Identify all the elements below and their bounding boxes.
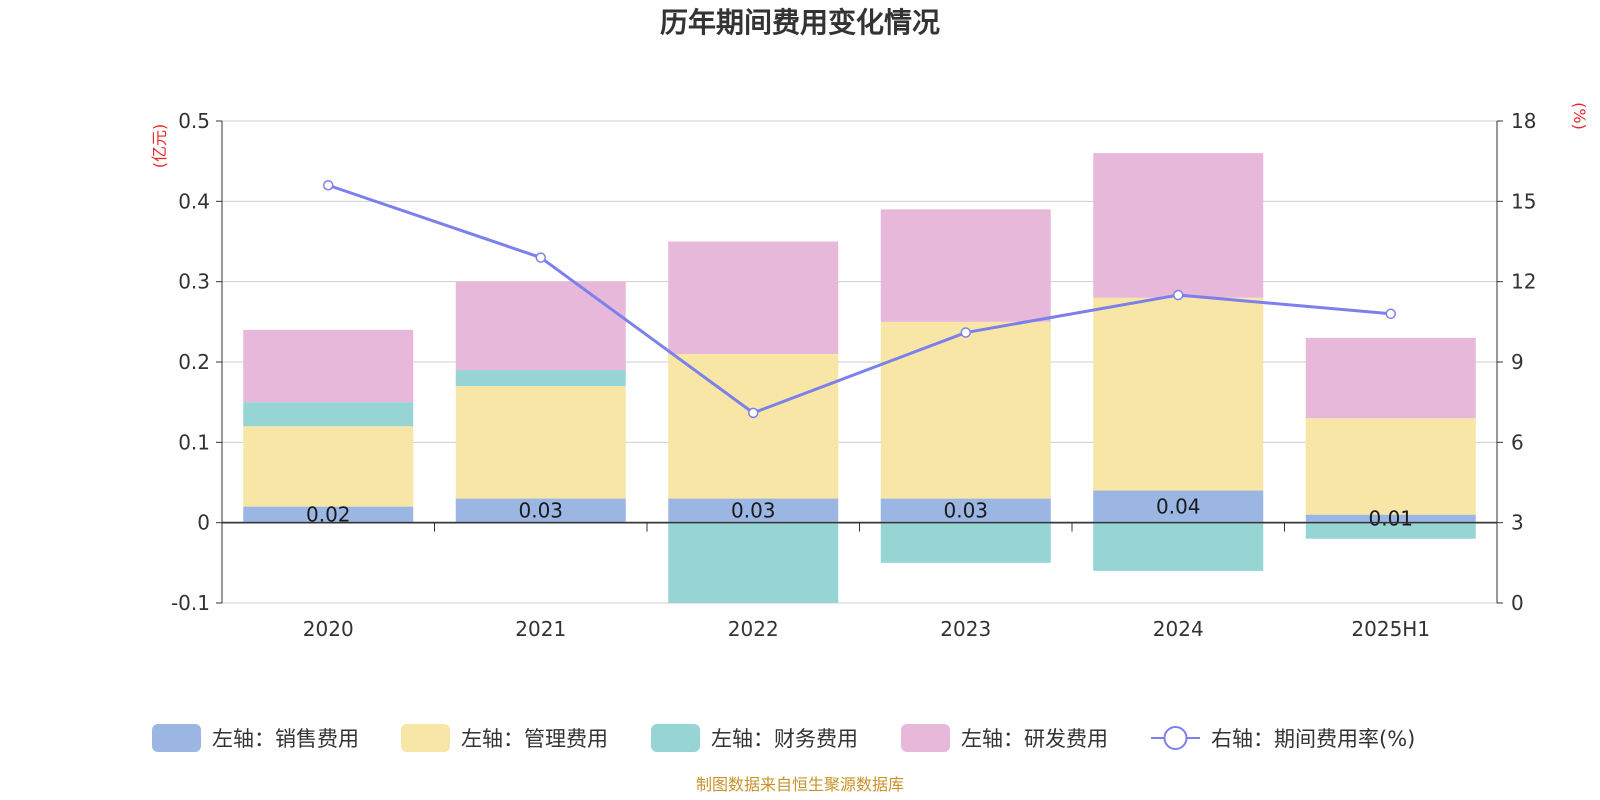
- line-point: [1173, 289, 1184, 301]
- bar-segment: [1093, 490, 1264, 523]
- bar-segment: [243, 329, 414, 403]
- right-tick-label: 9: [1511, 350, 1524, 374]
- category-label: 2025H1: [1351, 617, 1430, 641]
- bar-segment: [455, 498, 626, 523]
- bar-segment: [880, 209, 1051, 322]
- left-tick-label: 0.5: [178, 109, 210, 133]
- bar-segment: [668, 498, 839, 523]
- category-label: 2023: [940, 617, 991, 641]
- bar-segment: [1305, 514, 1476, 523]
- bar-segment: [1305, 522, 1476, 539]
- right-tick-label: 15: [1511, 189, 1536, 213]
- category-label: 2021: [515, 617, 566, 641]
- legend-swatch: [401, 724, 450, 752]
- bar-segment: [243, 402, 414, 427]
- left-tick-label: 0.1: [178, 430, 210, 454]
- right-tick-label: 12: [1511, 270, 1536, 294]
- bar-segment: [455, 386, 626, 499]
- source-note: 制图数据来自恒生聚源数据库: [696, 775, 904, 794]
- category-label: 2022: [728, 617, 779, 641]
- category-label: 2020: [303, 617, 354, 641]
- left-tick-label: 0.2: [178, 350, 210, 374]
- right-tick-label: 0: [1511, 591, 1524, 615]
- bar-segment: [243, 506, 414, 523]
- bar-segment: [668, 241, 839, 354]
- bar-segment: [1093, 522, 1264, 571]
- bar-segment: [880, 321, 1051, 499]
- bar-segment: [1305, 337, 1476, 419]
- left-axis-unit: (亿元): [150, 124, 169, 169]
- bar-data-label: 0.03: [731, 499, 776, 523]
- legend-label: 左轴：财务费用: [711, 727, 858, 751]
- left-tick-label: 0.3: [178, 270, 210, 294]
- bar-segment: [668, 522, 839, 603]
- data-labels: 0.02 0.03 0.03 0.03 0.040.01: [222, 495, 1497, 531]
- legend-label: 左轴：管理费用: [461, 727, 608, 751]
- bar-segment: [880, 498, 1051, 523]
- bars: [243, 153, 1476, 603]
- bar-segment: [455, 281, 626, 371]
- legend-swatch: [651, 724, 700, 752]
- chart-title: 历年期间费用变化情况: [660, 6, 940, 39]
- bar-segment: [1093, 153, 1264, 298]
- category-label: 2024: [1153, 617, 1204, 641]
- bar-segment: [880, 522, 1051, 563]
- left-tick-label: 0: [197, 511, 210, 535]
- right-axis-unit: (%): [1570, 102, 1589, 130]
- bar-segment: [1305, 418, 1476, 515]
- bar-data-label: 0.03: [518, 499, 563, 523]
- right-tick-label: 6: [1511, 430, 1524, 454]
- axes: -0.1 0 0.1 0.2 0.3 0.4 0.5 0 3 6 9 12 15 18 (亿元) (%) 202…: [150, 102, 1589, 641]
- left-tick-label: -0.1: [171, 591, 210, 615]
- line-point: [323, 180, 334, 191]
- legend-swatch-marker: [1163, 726, 1188, 750]
- line-point: [960, 327, 971, 338]
- bar-segment: [455, 370, 626, 387]
- bar-segment: [243, 426, 414, 507]
- right-tick-label: 18: [1511, 109, 1536, 133]
- legend-label: 左轴：研发费用: [961, 727, 1108, 751]
- bar-data-label: 0.04: [1156, 495, 1201, 519]
- bar-segment: [1093, 297, 1264, 491]
- line-path: [327, 183, 1391, 415]
- legend-swatch: [901, 724, 950, 752]
- bar-data-label: 0.01: [1368, 507, 1413, 531]
- legend-label: 右轴：期间费用率(%): [1211, 727, 1415, 751]
- line-point: [1385, 308, 1396, 320]
- right-tick-label: 3: [1511, 511, 1524, 535]
- bar-data-label: 0.03: [943, 499, 988, 523]
- legend-swatch: [152, 724, 201, 752]
- legend-label: 左轴：销售费用: [212, 727, 359, 751]
- legend: 左轴：销售费用 左轴：管理费用 左轴：财务费用 左轴：研发费用 右轴：期间费用率(%): [152, 724, 1415, 752]
- line-series: [323, 180, 1396, 419]
- line-point: [535, 252, 546, 263]
- line-point: [748, 407, 759, 419]
- bar-segment: [668, 353, 839, 499]
- left-tick-label: 0.4: [178, 189, 210, 213]
